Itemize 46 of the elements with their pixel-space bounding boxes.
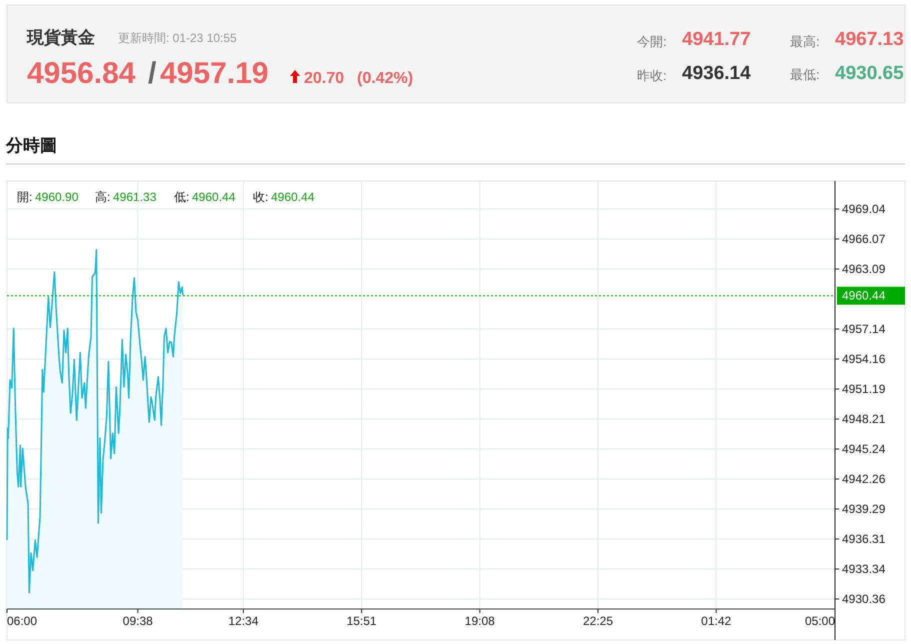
annotation: 收: [253, 190, 268, 204]
chart-title: 現貨黃金 [26, 28, 95, 47]
text: 20.70 [304, 70, 344, 87]
text: 4936.14 [682, 63, 752, 84]
text: 4967.13 [835, 29, 904, 50]
y-tick-label: 4969.04 [842, 202, 886, 216]
text: 分時圖 [5, 136, 57, 155]
x-tick-label: 09:38 [122, 614, 154, 628]
x-tick-label: 19:08 [464, 614, 496, 628]
text: 4957.19 [160, 57, 268, 90]
annotation: 4960.90 [35, 190, 79, 204]
ref-line-label: 4960.44 [842, 288, 886, 303]
x-tick-label: 06:00 [7, 614, 38, 628]
text: 昨收: [637, 68, 667, 83]
x-tick-label: 05:00 [804, 614, 836, 628]
y-tick-label: 4933.34 [842, 562, 886, 576]
y-tick-label: 4936.31 [842, 532, 886, 546]
annotation: 4961.33 [113, 190, 157, 204]
text: 最高: [790, 34, 820, 49]
annotation: 開: [17, 190, 32, 204]
annotation: 高: [95, 190, 110, 204]
y-tick-label: 4951.19 [842, 382, 886, 396]
y-tick-label: 4939.29 [842, 502, 886, 516]
text: 4941.77 [682, 29, 751, 50]
chart-subtitle: 更新時間: 01-23 10:55 [118, 31, 238, 45]
x-tick-label: 22:25 [582, 614, 614, 628]
y-tick-label: 4963.09 [842, 262, 886, 276]
annotation: 低: [174, 190, 190, 204]
y-tick-label: 4945.24 [842, 442, 886, 456]
annotation: 4960.44 [271, 190, 315, 204]
y-tick-label: 4954.16 [842, 352, 886, 366]
x-tick-label: 15:51 [346, 614, 377, 628]
annotation: 4960.44 [192, 190, 236, 204]
y-tick-label: 4948.21 [842, 412, 886, 426]
y-tick-label: 4942.26 [842, 472, 886, 486]
text: (0.42%) [357, 70, 414, 87]
x-tick-label: 12:34 [228, 614, 259, 628]
text: 最低: [790, 67, 820, 82]
text: 4956.84 [27, 57, 136, 90]
x-tick-label: 01:42 [701, 614, 732, 628]
y-tick-label: 4957.14 [842, 322, 886, 336]
text: 4930.65 [835, 63, 904, 84]
text: 今開: [637, 34, 667, 49]
y-tick-label: 4966.07 [842, 232, 886, 246]
y-tick-label: 4930.36 [842, 592, 886, 606]
text: / [148, 57, 157, 90]
